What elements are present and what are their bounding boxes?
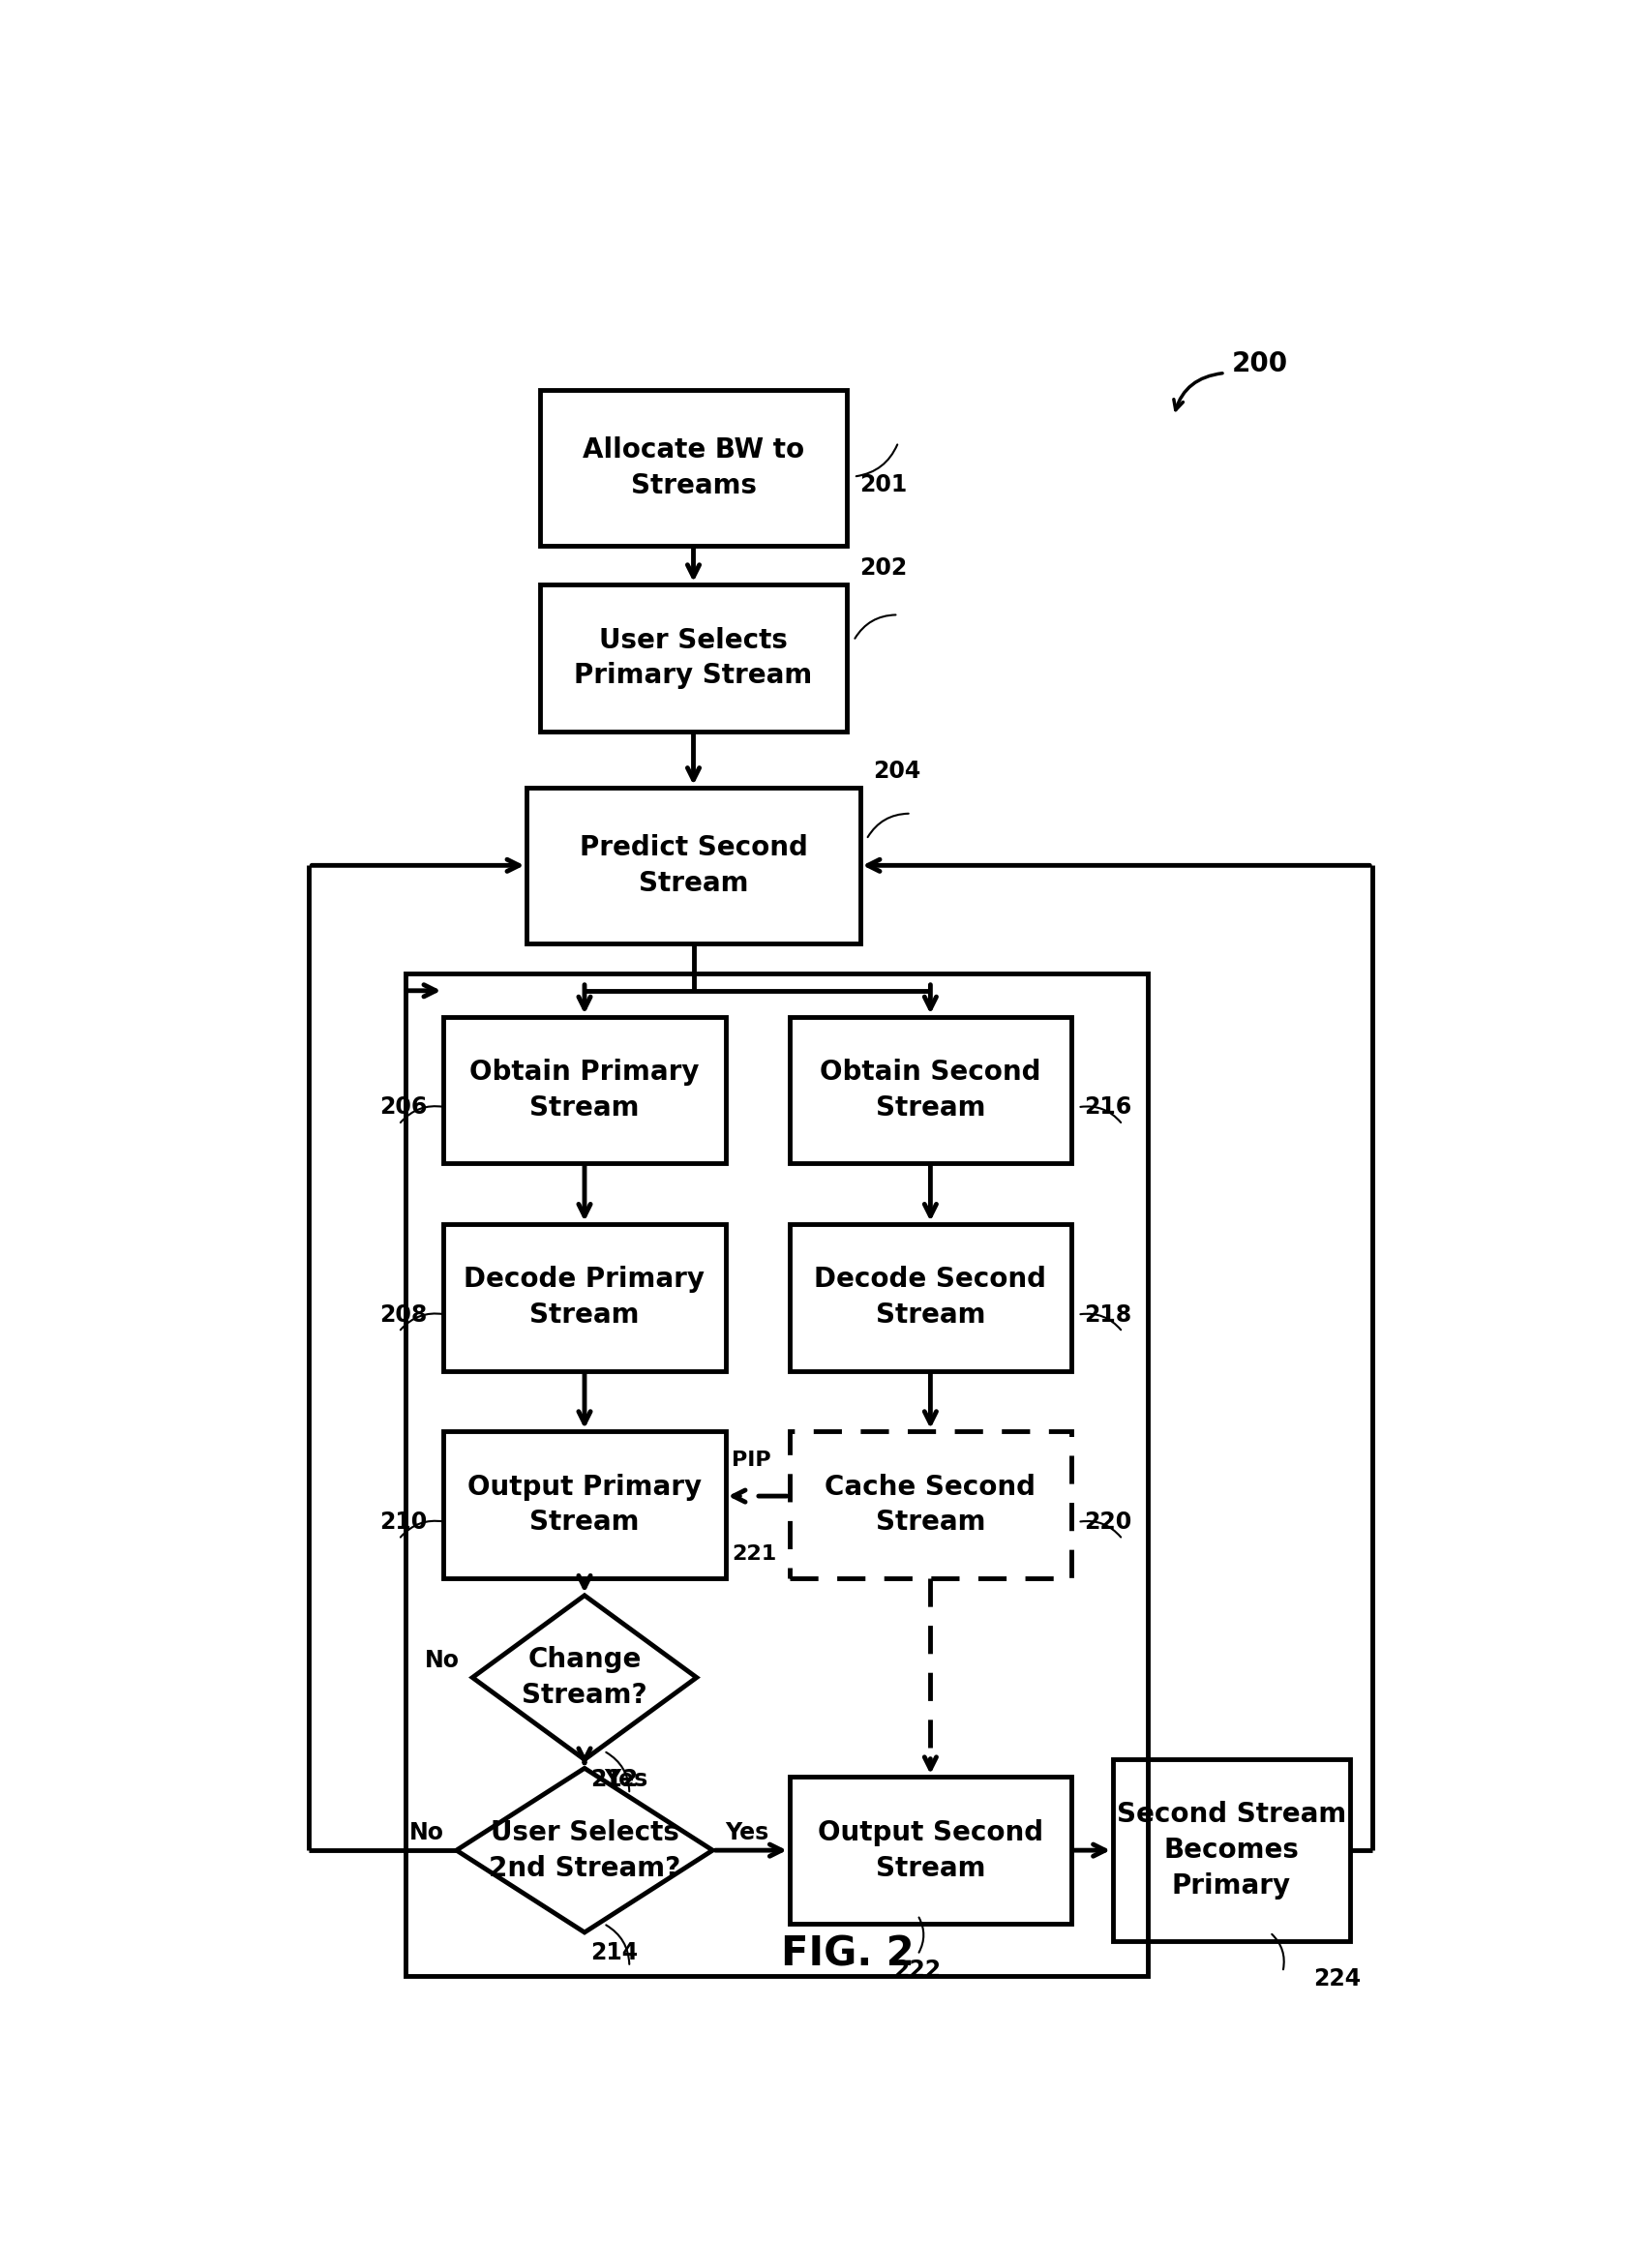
Text: Obtain Second
Stream: Obtain Second Stream: [819, 1059, 1041, 1122]
Text: Output Primary
Stream: Output Primary Stream: [468, 1474, 702, 1537]
Text: 201: 201: [859, 473, 907, 496]
FancyBboxPatch shape: [443, 1432, 725, 1578]
Polygon shape: [456, 1768, 712, 1932]
Text: 200: 200: [1231, 350, 1287, 377]
FancyBboxPatch shape: [790, 1432, 1070, 1578]
Text: No: No: [425, 1649, 459, 1672]
Text: 202: 202: [859, 557, 907, 579]
Text: 224: 224: [1313, 1968, 1360, 1990]
Text: Output Second
Stream: Output Second Stream: [818, 1820, 1042, 1883]
Text: Obtain Primary
Stream: Obtain Primary Stream: [469, 1059, 699, 1122]
FancyBboxPatch shape: [443, 1223, 725, 1371]
FancyBboxPatch shape: [539, 390, 847, 545]
Text: 220: 220: [1084, 1510, 1132, 1533]
Text: Yes: Yes: [725, 1822, 768, 1845]
Text: 210: 210: [380, 1510, 426, 1533]
Text: PIP: PIP: [732, 1452, 771, 1470]
FancyBboxPatch shape: [539, 586, 847, 732]
Text: Predict Second
Stream: Predict Second Stream: [578, 835, 808, 898]
Text: 212: 212: [591, 1768, 638, 1791]
Bar: [405, 974, 1148, 1975]
Text: User Selects
Primary Stream: User Selects Primary Stream: [573, 626, 813, 689]
FancyBboxPatch shape: [527, 788, 859, 942]
FancyBboxPatch shape: [790, 1777, 1070, 1923]
Text: No: No: [408, 1822, 443, 1845]
FancyBboxPatch shape: [443, 1017, 725, 1162]
FancyBboxPatch shape: [790, 1017, 1070, 1162]
Text: Second Stream
Becomes
Primary: Second Stream Becomes Primary: [1117, 1802, 1345, 1898]
Text: 204: 204: [872, 758, 920, 783]
FancyBboxPatch shape: [790, 1223, 1070, 1371]
Text: Cache Second
Stream: Cache Second Stream: [824, 1474, 1036, 1537]
Text: Yes: Yes: [603, 1768, 648, 1791]
Text: User Selects
2nd Stream?: User Selects 2nd Stream?: [489, 1820, 681, 1883]
Text: Decode Primary
Stream: Decode Primary Stream: [464, 1266, 705, 1328]
Text: 218: 218: [1084, 1304, 1132, 1326]
FancyBboxPatch shape: [1112, 1759, 1350, 1941]
Polygon shape: [472, 1595, 695, 1759]
Text: FIG. 2: FIG. 2: [780, 1934, 914, 1975]
Text: Allocate BW to
Streams: Allocate BW to Streams: [582, 438, 805, 500]
Text: 216: 216: [1084, 1095, 1132, 1120]
Text: 222: 222: [894, 1959, 942, 1981]
Text: 214: 214: [591, 1941, 638, 1964]
Text: 206: 206: [380, 1095, 428, 1120]
Text: Decode Second
Stream: Decode Second Stream: [814, 1266, 1046, 1328]
Text: 221: 221: [732, 1544, 776, 1564]
Text: 208: 208: [380, 1304, 428, 1326]
Text: Change
Stream?: Change Stream?: [522, 1647, 648, 1710]
